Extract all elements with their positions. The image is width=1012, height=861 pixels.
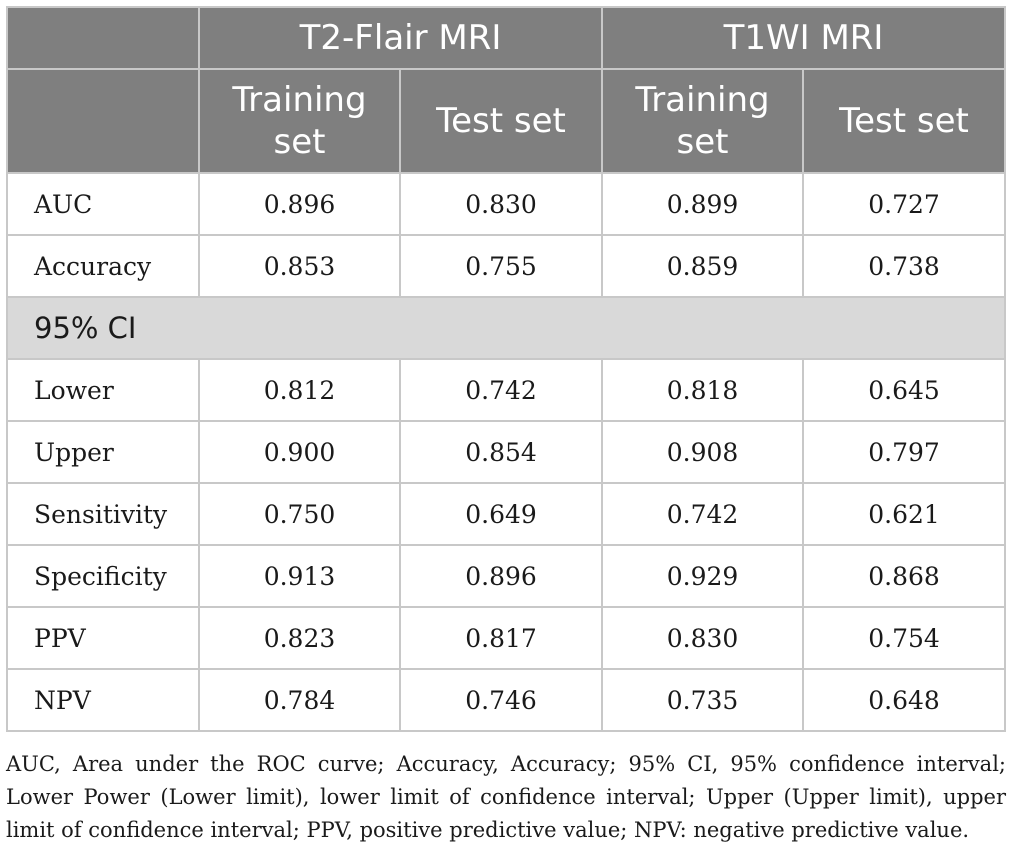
- table-cell: 0.929: [601, 544, 805, 608]
- header-group-t2-flair: T2-Flair MRI: [197, 6, 604, 70]
- table-row: NPV 0.784 0.746 0.735 0.648: [6, 668, 1007, 732]
- section-label-ci: 95% CI: [5, 296, 1007, 360]
- table-cell: 0.727: [802, 172, 1007, 236]
- row-label: PPV: [6, 606, 200, 670]
- table-cell: 0.854: [398, 420, 604, 484]
- row-label: Specificity: [6, 544, 200, 608]
- table-cell: 0.900: [198, 420, 401, 484]
- table-body: AUC 0.896 0.830 0.899 0.727 Accuracy 0.8…: [5, 172, 1007, 732]
- table-row: Sensitivity 0.750 0.649 0.742 0.621: [6, 482, 1007, 546]
- table-header: T2-Flair MRI T1WI MRI Training set Test …: [6, 6, 1007, 174]
- table-cell: 0.896: [198, 172, 401, 236]
- header-group-t1wi: T1WI MRI: [601, 6, 1007, 70]
- table-cell: 0.817: [398, 606, 604, 670]
- row-label: Sensitivity: [6, 482, 200, 546]
- table-cell: 0.859: [601, 234, 805, 298]
- table-cell: 0.621: [802, 482, 1007, 546]
- table-cell: 0.755: [398, 234, 604, 298]
- table-cell: 0.649: [398, 482, 604, 546]
- table-cell: 0.908: [601, 420, 805, 484]
- row-label: NPV: [6, 668, 200, 732]
- header-corner-2: [6, 68, 200, 174]
- table-cell: 0.818: [601, 358, 805, 422]
- header-training-set: Training set: [198, 68, 401, 174]
- table-cell: 0.830: [398, 172, 604, 236]
- row-label: AUC: [6, 172, 200, 236]
- table-row: PPV 0.823 0.817 0.830 0.754: [6, 606, 1007, 670]
- section-row: 95% CI: [5, 296, 1007, 360]
- header-corner: [6, 6, 200, 70]
- table-cell: 0.830: [601, 606, 805, 670]
- header-row-groups: T2-Flair MRI T1WI MRI: [6, 6, 1007, 70]
- table-cell: 0.750: [198, 482, 401, 546]
- header-test-set: Test set: [802, 68, 1007, 174]
- header-test-set: Test set: [398, 68, 604, 174]
- table-cell: 0.899: [601, 172, 805, 236]
- table-row: AUC 0.896 0.830 0.899 0.727: [6, 172, 1007, 236]
- table-cell: 0.742: [601, 482, 805, 546]
- table-cell: 0.812: [198, 358, 401, 422]
- table-cell: 0.648: [802, 668, 1007, 732]
- row-label: Upper: [6, 420, 200, 484]
- header-training-set: Training set: [601, 68, 805, 174]
- header-row-sets: Training set Test set Training set Test …: [6, 68, 1007, 174]
- row-label: Accuracy: [6, 234, 200, 298]
- table-cell: 0.896: [398, 544, 604, 608]
- table-cell: 0.645: [802, 358, 1007, 422]
- table-row: Accuracy 0.853 0.755 0.859 0.738: [6, 234, 1007, 298]
- table-cell: 0.868: [802, 544, 1007, 608]
- table-cell: 0.746: [398, 668, 604, 732]
- table-cell: 0.742: [398, 358, 604, 422]
- table-cell: 0.738: [802, 234, 1007, 298]
- row-label: Lower: [6, 358, 200, 422]
- table-row: Specificity 0.913 0.896 0.929 0.868: [6, 544, 1007, 608]
- table-cell: 0.797: [802, 420, 1007, 484]
- table-footnote: AUC, Area under the ROC curve; Accuracy,…: [6, 752, 1006, 842]
- table-cell: 0.735: [601, 668, 805, 732]
- table-cell: 0.913: [198, 544, 401, 608]
- table-cell: 0.823: [198, 606, 401, 670]
- table-cell: 0.754: [802, 606, 1007, 670]
- table-row: Lower 0.812 0.742 0.818 0.645: [6, 358, 1007, 422]
- table-row: Upper 0.900 0.854 0.908 0.797: [6, 420, 1007, 484]
- results-table: T2-Flair MRI T1WI MRI Training set Test …: [5, 6, 1007, 732]
- table-cell: 0.784: [198, 668, 401, 732]
- table-cell: 0.853: [198, 234, 401, 298]
